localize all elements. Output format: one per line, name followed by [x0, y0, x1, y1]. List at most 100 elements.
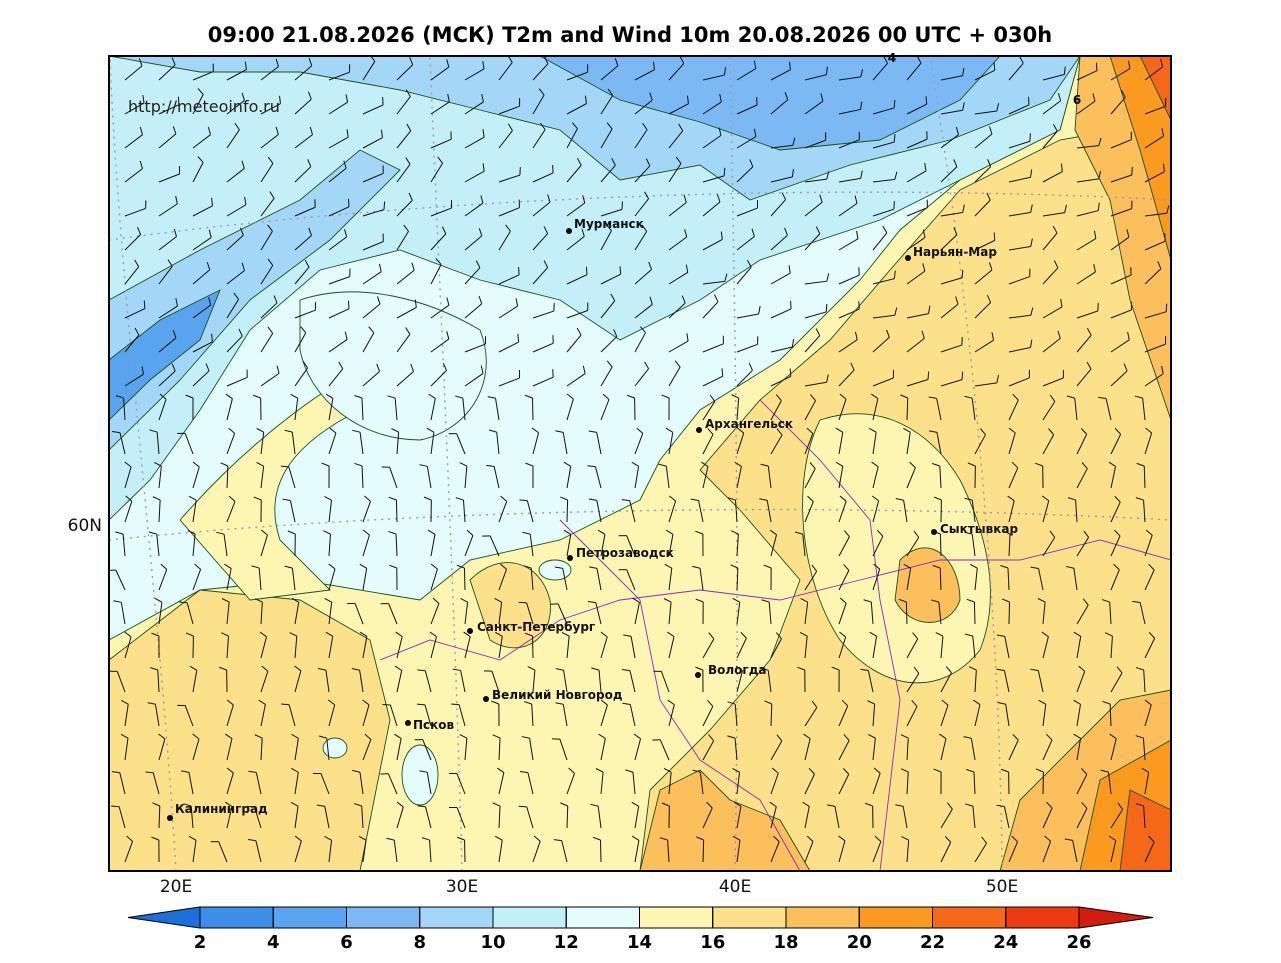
wind-barb — [226, 699, 234, 706]
wind-barb — [825, 66, 828, 75]
wind-barb — [632, 597, 640, 603]
wind-barb — [736, 772, 741, 795]
wind-barb — [595, 768, 604, 773]
wind-barb — [863, 599, 872, 603]
wind-barb — [1035, 462, 1043, 467]
wind-barb — [1108, 835, 1117, 841]
city-dot — [696, 427, 702, 433]
wind-barb — [492, 802, 501, 807]
wind-barb — [1110, 569, 1120, 591]
colorbar-tick-label: 6 — [340, 932, 353, 953]
wind-barb — [498, 806, 501, 829]
wind-barb — [124, 234, 141, 251]
wind-barb — [562, 704, 568, 727]
wind-barb — [396, 333, 411, 353]
wind-barb — [368, 326, 375, 334]
wind-barb — [318, 667, 327, 671]
wind-barb — [1042, 500, 1050, 523]
wind-barb — [804, 139, 826, 149]
wind-barb — [838, 274, 860, 285]
wind-barb — [1030, 339, 1033, 348]
wind-barb — [192, 205, 213, 217]
wind-barb — [291, 432, 296, 455]
wind-barb — [872, 232, 888, 251]
wind-barb — [532, 310, 555, 319]
wind-barb — [240, 227, 244, 236]
wind-barb — [351, 668, 360, 671]
wind-barb — [1110, 840, 1117, 863]
wind-barb — [736, 313, 759, 319]
wind-barb — [124, 65, 143, 81]
wind-barb — [387, 395, 396, 399]
lat-label: 60N — [68, 516, 102, 536]
city-label: Великий Новгород — [492, 688, 623, 702]
wind-barb — [1144, 432, 1153, 455]
wind-barb — [1042, 74, 1065, 81]
wind-barb — [566, 805, 569, 829]
wind-barb — [156, 534, 160, 557]
wind-barb — [1076, 368, 1092, 387]
wind-barb — [702, 706, 714, 727]
wind-barb — [325, 670, 330, 693]
wind-barb — [940, 277, 963, 285]
wind-barb — [649, 92, 653, 101]
wind-barb — [124, 841, 134, 863]
wind-barb — [970, 738, 976, 761]
wind-barb — [158, 203, 178, 217]
wind-barb — [736, 266, 752, 285]
wind-barb — [740, 631, 747, 639]
wind-barb — [300, 326, 307, 334]
wind-barb — [352, 769, 361, 773]
wind-barb — [872, 208, 895, 217]
wind-barb — [328, 840, 333, 863]
wind-barb — [906, 840, 910, 863]
wind-barb — [955, 296, 959, 305]
wind-barb — [396, 307, 417, 319]
wind-barb — [1162, 163, 1165, 172]
wind-barb — [838, 399, 847, 421]
wind-barb — [776, 734, 783, 742]
wind-barb — [346, 129, 349, 138]
wind-barb — [1081, 802, 1088, 809]
wind-barb — [437, 156, 443, 164]
wind-barb — [770, 434, 783, 455]
wind-barb — [933, 496, 942, 501]
wind-barb — [138, 58, 143, 67]
city-dot — [405, 720, 411, 726]
wind-barb — [424, 704, 432, 727]
wind-barb — [507, 123, 513, 131]
wind-barb — [328, 206, 350, 217]
wind-barb — [614, 58, 619, 67]
wind-barb — [1145, 427, 1152, 434]
wind-barb — [309, 126, 313, 135]
wind-barb — [871, 393, 879, 399]
wind-barb — [870, 602, 874, 625]
wind-barb — [260, 66, 279, 81]
wind-barb — [1042, 377, 1064, 387]
wind-barb — [447, 93, 450, 103]
wind-barb — [1110, 535, 1121, 557]
wind-barb — [974, 110, 997, 115]
wind-barb — [294, 636, 298, 659]
wind-barb — [1073, 733, 1081, 739]
wind-barb — [600, 95, 614, 115]
wind-barb — [1008, 739, 1019, 761]
wind-barb — [906, 397, 909, 421]
wind-barb — [192, 94, 204, 115]
wind-barb — [225, 733, 233, 739]
wind-barb — [900, 734, 909, 739]
contour-label: 6 — [1073, 93, 1081, 107]
wind-barb — [964, 395, 973, 399]
wind-barb — [260, 466, 265, 489]
wind-barb — [150, 667, 158, 671]
wind-barb — [143, 300, 146, 309]
wind-barb — [125, 495, 133, 502]
wind-barb — [124, 738, 129, 761]
wind-barb — [525, 462, 534, 467]
wind-barb — [1003, 806, 1010, 829]
wind-barb — [737, 427, 745, 434]
city-label: Калининград — [175, 802, 268, 816]
wind-barb — [139, 126, 143, 135]
wind-barb — [681, 295, 686, 304]
